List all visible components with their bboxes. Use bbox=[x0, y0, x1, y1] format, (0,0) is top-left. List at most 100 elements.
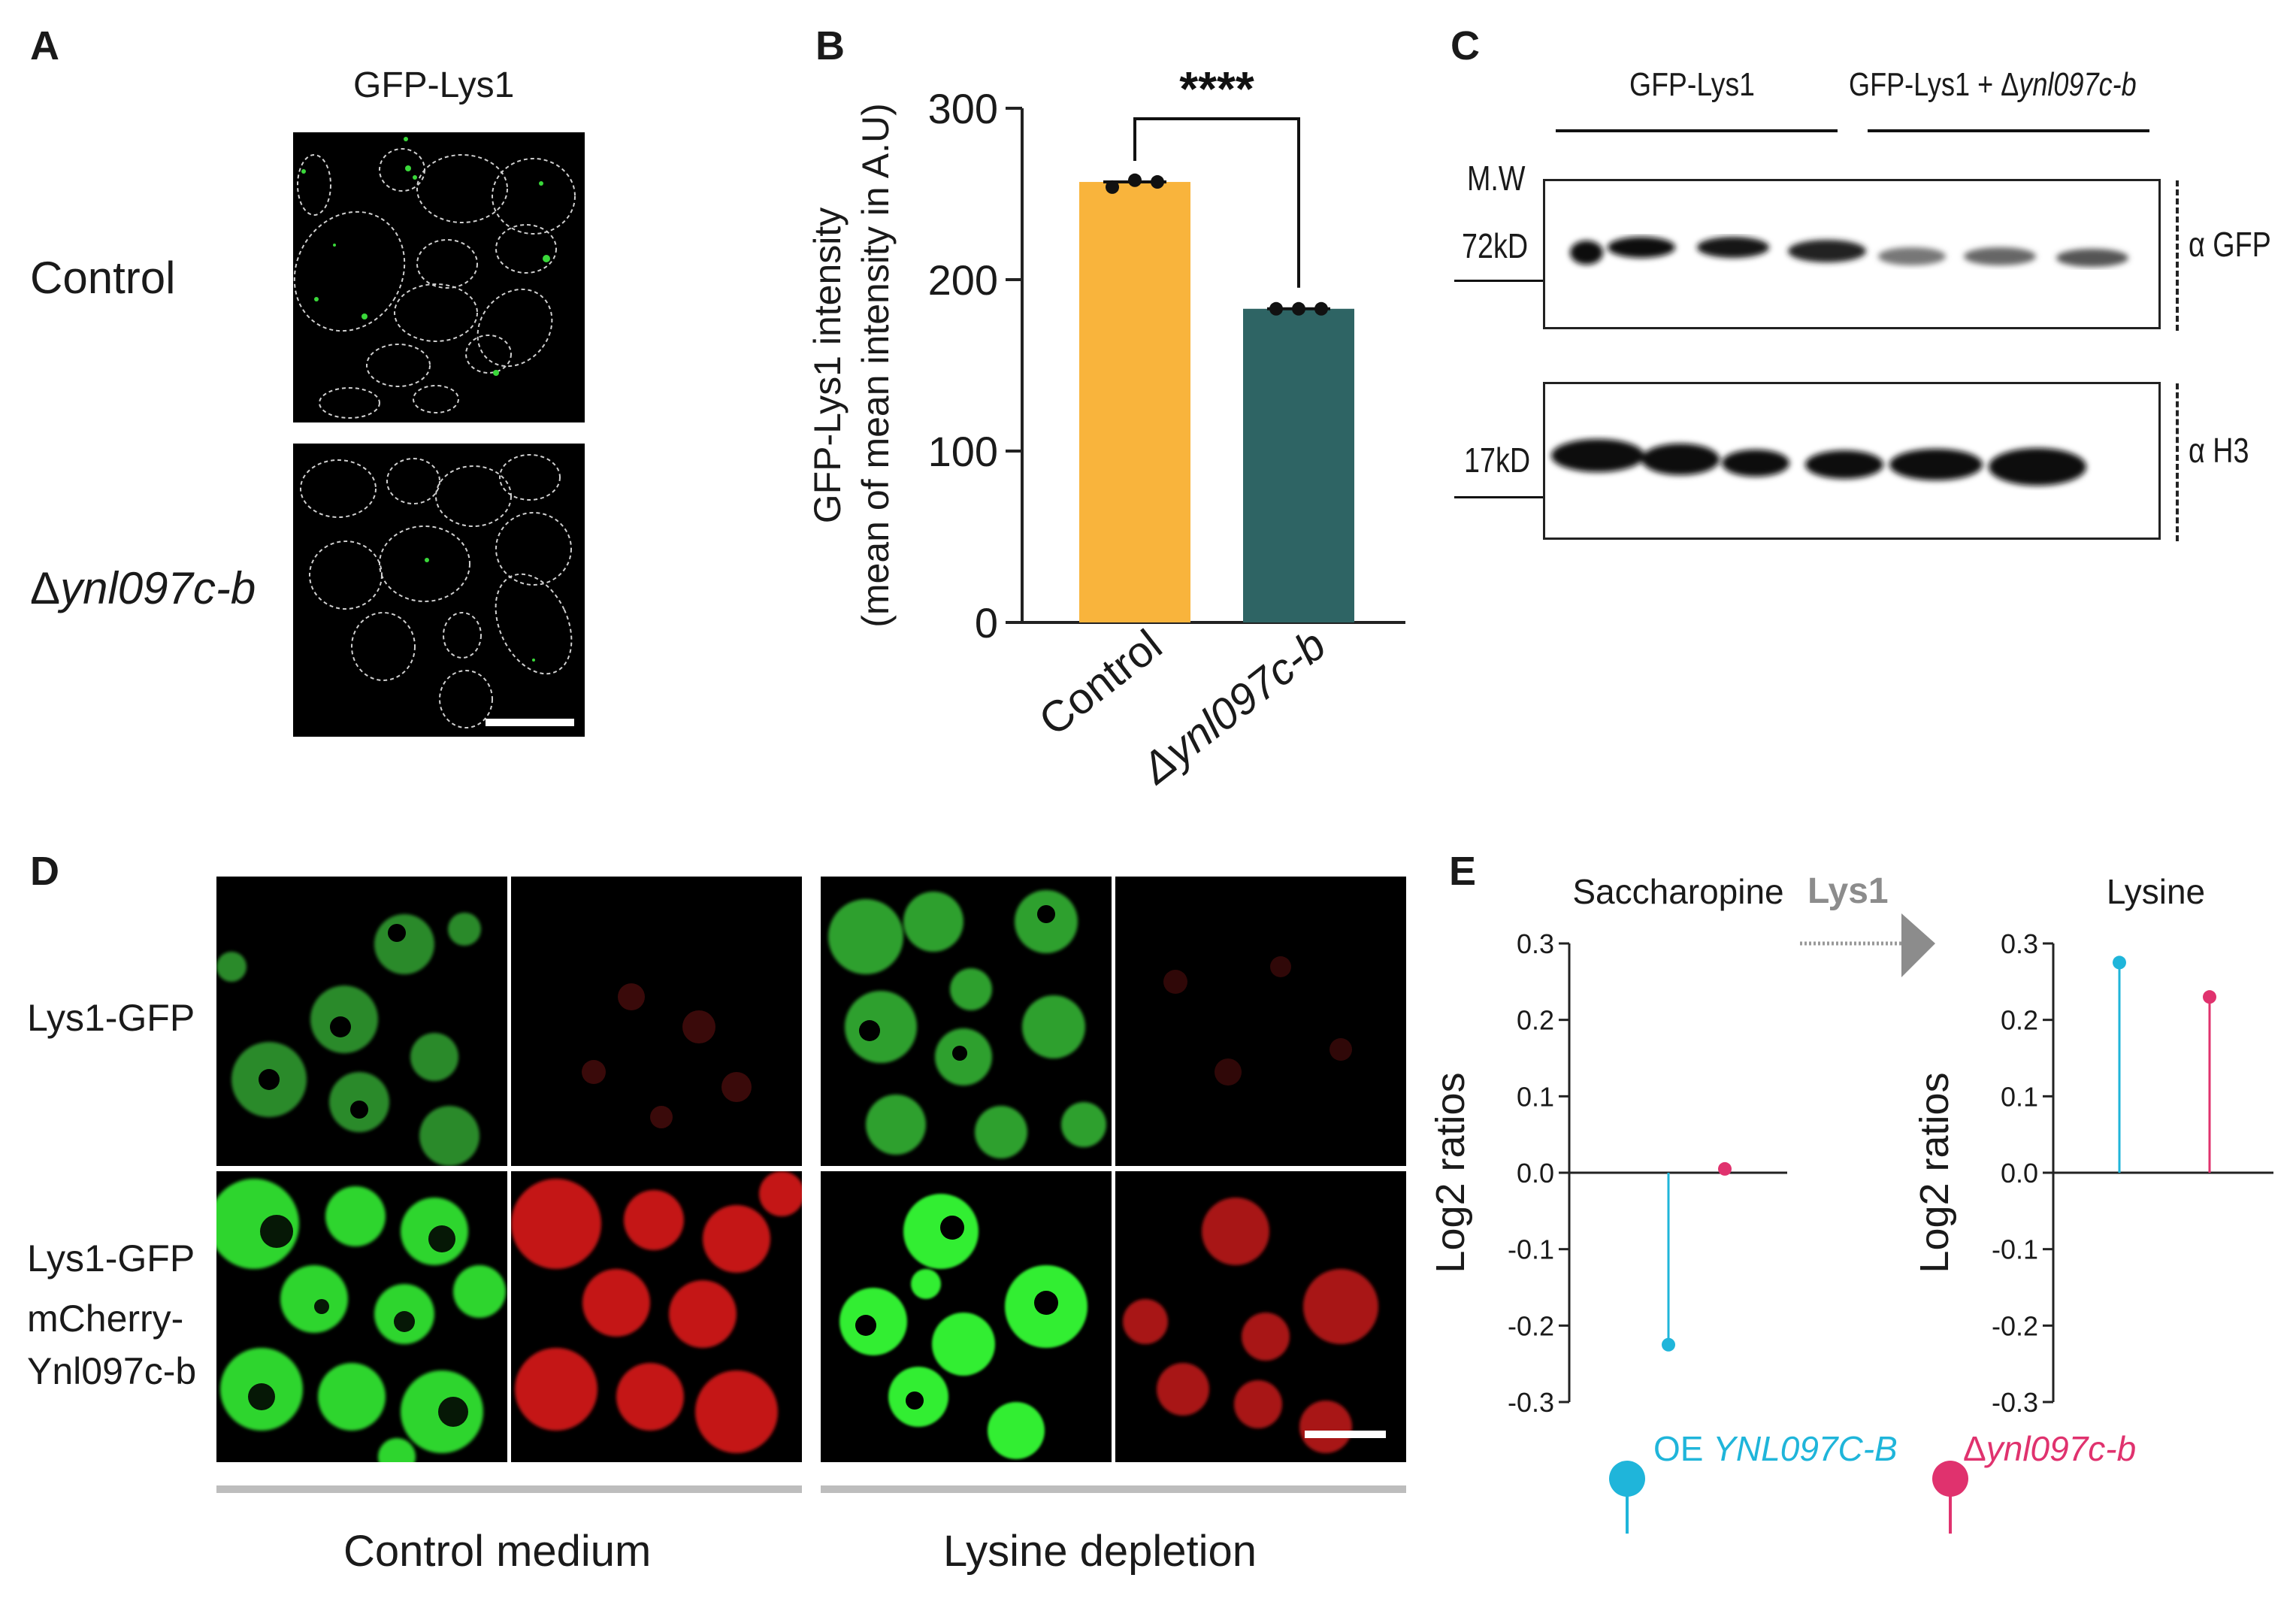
y-tick-label: 100 bbox=[928, 428, 998, 475]
blot-h3-dashes bbox=[2176, 383, 2179, 541]
y-tick-label: 0 bbox=[975, 599, 998, 647]
antibody-gfp: α GFP bbox=[2189, 225, 2271, 264]
cond1-bar bbox=[216, 1485, 802, 1493]
micrograph-d-depletion-gfp bbox=[821, 877, 1112, 1166]
x-tick-label-control: Control bbox=[1030, 620, 1171, 745]
legend-del-gene: ynl097c-b bbox=[1986, 1429, 2137, 1468]
blot-h3 bbox=[1543, 382, 2161, 540]
y-tick-label: -0.1 bbox=[1992, 1234, 2038, 1265]
panel-a-row-deletion: Δynl097c-b bbox=[30, 562, 256, 614]
data-point bbox=[1151, 175, 1164, 189]
blot-gfp-bands bbox=[1570, 237, 2128, 267]
lollipop-charts: 0.3 0.2 0.1 0.0 -0.1 -0.2 -0.3 Saccharopine Log2… bbox=[1428, 872, 2273, 1534]
lollipop-y-label: Log2 ratios bbox=[1912, 1072, 1957, 1273]
panel-a-title: GFP-Lys1 bbox=[353, 65, 515, 105]
cell-outlines-control bbox=[293, 137, 576, 419]
y-tick-label: 300 bbox=[928, 85, 998, 132]
panel-label-d: D bbox=[30, 849, 59, 894]
significance-bracket bbox=[1133, 117, 1300, 288]
y-tick-label: 0.3 bbox=[2001, 928, 2038, 959]
micrograph-d-control-red bbox=[511, 877, 802, 1166]
cond2-label: Lysine depletion bbox=[943, 1527, 1257, 1576]
y-tick-label: -0.3 bbox=[1508, 1387, 1554, 1418]
micrograph-d-depletion-mcherry bbox=[1115, 1171, 1406, 1462]
kd72-line bbox=[1454, 280, 1543, 282]
legend-oe: OE YNL097C-B bbox=[1653, 1428, 1898, 1469]
lollipop-title: Saccharopine bbox=[1572, 872, 1783, 911]
cond2-bar bbox=[821, 1485, 1406, 1493]
legend-del-icon bbox=[1932, 1461, 1968, 1497]
lollipop-head bbox=[2113, 955, 2126, 970]
y-tick-label: 0.1 bbox=[1517, 1081, 1554, 1112]
legend-del: Δynl097c-b bbox=[1963, 1428, 2136, 1469]
lollipop-head bbox=[2203, 990, 2216, 1004]
x-tick-label-deletion: Δynl097c-b bbox=[1132, 620, 1335, 794]
lollipop-title: Lysine bbox=[2107, 872, 2205, 911]
delta-prefix: Δ bbox=[30, 563, 61, 613]
panel-d-row2-line3: Ynl097c-b bbox=[27, 1350, 197, 1392]
y-tick-label: 0.1 bbox=[2001, 1081, 2038, 1112]
panel-label-e: E bbox=[1449, 849, 1477, 894]
lollipop-head bbox=[1662, 1337, 1675, 1352]
arrow-head bbox=[1901, 913, 1935, 977]
data-point bbox=[1314, 301, 1328, 316]
mw-label: M.W bbox=[1467, 159, 1526, 198]
y-axis-label-line1: GFP-Lys1 intensity bbox=[806, 207, 849, 524]
bar-control bbox=[1079, 182, 1190, 623]
kd72-label: 72kD bbox=[1462, 226, 1529, 265]
data-point bbox=[1128, 173, 1142, 187]
data-point bbox=[1106, 180, 1119, 194]
data-point bbox=[1269, 301, 1283, 316]
lollipop-head bbox=[1718, 1161, 1732, 1176]
micrograph-control bbox=[293, 132, 585, 422]
scale-bar-d bbox=[1305, 1431, 1386, 1438]
gene-name: ynl097c-b bbox=[60, 563, 256, 613]
micrograph-d-control-gfp bbox=[216, 877, 507, 1166]
blot-group-control: GFP-Lys1 bbox=[1629, 66, 1755, 103]
blot-gfp bbox=[1543, 179, 2161, 329]
kd17-label: 17kD bbox=[1464, 441, 1531, 480]
micrograph-d-control-gfp-mcherry-green bbox=[216, 1171, 507, 1462]
legend-oe-gene: YNL097C-B bbox=[1713, 1429, 1898, 1468]
kd17-line bbox=[1454, 496, 1543, 498]
y-tick-label: 0.0 bbox=[1517, 1158, 1554, 1189]
legend-oe-prefix: OE bbox=[1653, 1429, 1714, 1468]
legend-del-prefix: Δ bbox=[1963, 1429, 1986, 1468]
micrograph-deletion bbox=[293, 444, 585, 737]
bar-deletion bbox=[1243, 308, 1354, 622]
group2-prefix: GFP-Lys1 + Δ bbox=[1849, 66, 2019, 103]
blot-h3-bands bbox=[1551, 439, 2086, 486]
panel-label-a: A bbox=[30, 23, 59, 68]
panel-label-c: C bbox=[1451, 23, 1480, 68]
y-tick-label: -0.1 bbox=[1508, 1234, 1554, 1265]
panel-label-b: B bbox=[815, 23, 845, 68]
micrograph-d-depletion-gfp-mcherry-green bbox=[821, 1171, 1112, 1462]
cond1-label: Control medium bbox=[343, 1527, 652, 1576]
blot-group-deletion: GFP-Lys1 + Δynl097c-b bbox=[1849, 66, 2137, 104]
y-tick-label: -0.2 bbox=[1508, 1310, 1554, 1341]
lollipop-y-label: Log2 ratios bbox=[1428, 1072, 1473, 1273]
panel-a-row-control: Control bbox=[30, 253, 176, 303]
significance-stars: **** bbox=[1179, 62, 1254, 116]
panel-d-row2-line1: Lys1-GFP bbox=[27, 1237, 195, 1279]
legend-oe-icon bbox=[1609, 1461, 1645, 1497]
y-tick-label: 0.3 bbox=[1517, 928, 1554, 959]
y-tick-label: 0.0 bbox=[2001, 1158, 2038, 1189]
y-tick-label: -0.2 bbox=[1992, 1310, 2038, 1341]
scale-bar bbox=[486, 719, 574, 726]
cell-outlines-deletion bbox=[300, 454, 573, 728]
data-point bbox=[1292, 301, 1305, 316]
y-axis-label-line2: (mean of mean intensity in A.U) bbox=[855, 103, 897, 628]
y-tick-label: 0.2 bbox=[2001, 1005, 2038, 1036]
micrograph-d-control-mcherry bbox=[511, 1171, 802, 1462]
arrow-label: Lys1 bbox=[1807, 871, 1889, 911]
blot-gfp-dashes bbox=[2176, 180, 2179, 331]
antibody-h3: α H3 bbox=[2189, 431, 2249, 470]
group1-line bbox=[1556, 129, 1838, 132]
group2-gene: ynl097c-b bbox=[2019, 66, 2137, 103]
y-tick-label: -0.3 bbox=[1992, 1387, 2038, 1418]
y-tick-label: 200 bbox=[928, 256, 998, 304]
micrograph-d-depletion-red bbox=[1115, 877, 1406, 1166]
group2-line bbox=[1868, 129, 2149, 132]
